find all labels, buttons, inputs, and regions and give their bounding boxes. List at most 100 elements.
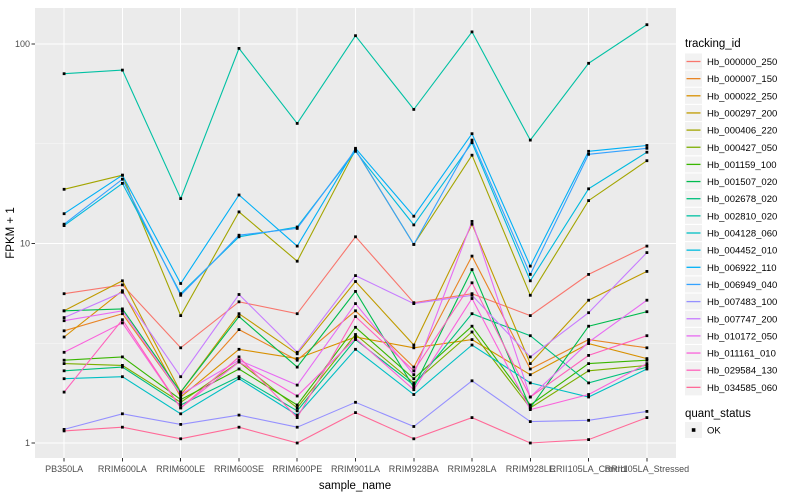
- data-point: [412, 343, 416, 347]
- data-point: [587, 324, 590, 328]
- x-tick-label: RRIM928BA: [389, 464, 439, 474]
- data-point: [62, 319, 66, 323]
- data-point: [179, 395, 183, 399]
- data-point: [62, 212, 66, 216]
- data-point: [237, 367, 241, 371]
- data-point: [354, 149, 357, 153]
- legend-label-Hb_011161_010: Hb_011161_010: [707, 349, 776, 360]
- legend-label-Hb_007483_100: Hb_007483_100: [707, 297, 777, 308]
- data-point: [179, 437, 183, 441]
- data-point: [354, 336, 357, 340]
- data-point: [295, 350, 299, 354]
- legend-label-Hb_000427_050: Hb_000427_050: [707, 143, 777, 154]
- data-point: [587, 149, 590, 153]
- data-point: [412, 369, 416, 373]
- data-point: [295, 406, 299, 410]
- data-point: [528, 406, 532, 410]
- data-point: [470, 293, 474, 297]
- data-point: [354, 148, 357, 152]
- data-point: [237, 375, 241, 379]
- data-point: [470, 292, 474, 296]
- data-point: [470, 153, 474, 157]
- data-point: [412, 386, 416, 389]
- legend-label-Hb_010172_050: Hb_010172_050: [707, 331, 777, 342]
- data-point: [645, 150, 649, 154]
- data-point: [645, 23, 649, 27]
- data-point: [587, 395, 590, 399]
- data-point: [237, 235, 241, 239]
- legend-label-Hb_002678_020: Hb_002678_020: [707, 194, 777, 205]
- data-point: [121, 307, 124, 311]
- data-point: [587, 418, 590, 422]
- data-point: [62, 309, 66, 313]
- data-point: [412, 425, 416, 428]
- data-point: [62, 187, 66, 191]
- legend-tracking-id-items: Hb_000000_250 Hb_000007_150 Hb_000022_250 H…: [685, 53, 777, 396]
- data-point: [121, 312, 124, 316]
- data-point: [645, 416, 649, 419]
- data-point: [587, 152, 590, 156]
- data-point: [587, 369, 590, 373]
- data-point: [528, 355, 532, 359]
- data-point: [354, 309, 357, 313]
- data-point: [528, 420, 532, 423]
- data-point: [470, 268, 474, 271]
- y-tick-label: 10: [20, 239, 30, 249]
- data-point: [295, 413, 299, 417]
- data-point: [470, 330, 474, 334]
- data-point: [645, 357, 649, 360]
- data-point: [645, 410, 649, 413]
- data-point: [179, 314, 183, 317]
- data-point: [587, 342, 590, 345]
- data-point: [587, 338, 590, 341]
- data-point: [354, 400, 357, 404]
- x-tick-label: RRIM901LA: [331, 464, 380, 474]
- axis-ticks: [31, 43, 648, 462]
- x-tick-label: RRIM600PE: [272, 464, 322, 474]
- data-point: [121, 412, 124, 416]
- data-point: [179, 398, 183, 401]
- legend-label-Hb_006949_040: Hb_006949_040: [707, 280, 777, 291]
- data-point: [62, 377, 66, 381]
- x-tick-label: RRIM928LE: [506, 464, 555, 474]
- data-point: [121, 173, 124, 177]
- data-point: [179, 293, 183, 297]
- data-point: [354, 347, 357, 351]
- legend-label-Hb_034585_060: Hb_034585_060: [707, 383, 777, 394]
- data-point: [121, 355, 124, 359]
- data-point: [528, 314, 532, 317]
- x-tick-label: RRIM928LA: [448, 464, 497, 474]
- data-point: [179, 412, 183, 416]
- data-point: [179, 393, 183, 396]
- data-point: [528, 264, 532, 268]
- data-point: [587, 381, 590, 385]
- data-point: [295, 383, 299, 387]
- y-axis-title: FPKM + 1: [5, 207, 17, 258]
- data-point: [295, 312, 299, 316]
- legend-label-Hb_007747_200: Hb_007747_200: [707, 314, 777, 325]
- data-point: [528, 403, 532, 407]
- data-point: [237, 347, 241, 351]
- data-point: [121, 365, 124, 369]
- data-point: [354, 290, 357, 293]
- data-point: [470, 141, 474, 145]
- legend-label-Hb_000406_220: Hb_000406_220: [707, 126, 777, 137]
- data-point: [295, 416, 299, 419]
- data-point: [528, 367, 532, 371]
- data-point: [645, 310, 649, 314]
- data-point: [237, 360, 241, 364]
- data-point: [645, 244, 649, 248]
- data-point: [645, 358, 649, 362]
- data-point: [179, 292, 183, 296]
- data-point: [470, 338, 474, 341]
- data-point: [645, 144, 649, 147]
- data-point: [62, 72, 66, 76]
- data-point: [645, 367, 649, 371]
- data-point: [587, 199, 590, 202]
- data-point: [62, 222, 66, 226]
- legend-label-ok: OK: [707, 426, 721, 437]
- data-point: [354, 411, 357, 414]
- data-point: [237, 210, 241, 214]
- data-point: [587, 340, 590, 344]
- data-point: [295, 409, 299, 413]
